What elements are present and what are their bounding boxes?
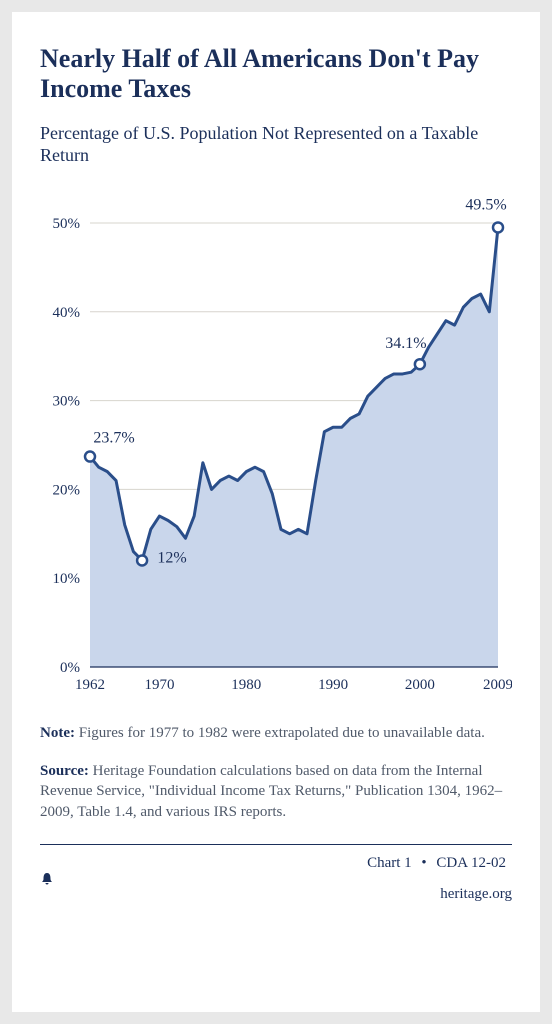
svg-text:2009: 2009 [483, 677, 512, 693]
source-body: Heritage Foundation calculations based o… [40, 763, 502, 820]
svg-text:1970: 1970 [144, 677, 174, 693]
footer-separator: • [421, 855, 426, 871]
liberty-bell-icon [40, 872, 512, 886]
svg-text:49.5%: 49.5% [465, 196, 506, 213]
note-label: Note: [40, 725, 75, 741]
footer-chart-id: Chart 1 [367, 855, 412, 871]
footer-site: heritage.org [440, 886, 512, 902]
chart-container: 0% 10% 20% 30% 40% 50% 1962 1970 1980 1990 2000 200… [40, 177, 512, 697]
svg-text:1990: 1990 [318, 677, 348, 693]
svg-text:1980: 1980 [231, 677, 261, 693]
source-text: Source: Heritage Foundation calculations… [40, 761, 512, 822]
chart-card: Nearly Half of All Americans Don't Pay I… [12, 12, 540, 1012]
svg-text:50%: 50% [53, 216, 81, 232]
source-label: Source: [40, 763, 89, 779]
svg-text:10%: 10% [53, 571, 81, 587]
note-text: Note: Figures for 1977 to 1982 were extr… [40, 723, 512, 743]
footer: Chart 1 • CDA 12-02 heritage.org [40, 855, 512, 903]
svg-text:40%: 40% [53, 305, 81, 321]
svg-text:34.1%: 34.1% [385, 335, 426, 352]
footer-divider [40, 844, 512, 845]
svg-text:30%: 30% [53, 393, 81, 409]
note-body: Figures for 1977 to 1982 were extrapolat… [75, 725, 485, 741]
svg-text:2000: 2000 [405, 677, 435, 693]
svg-text:20%: 20% [53, 482, 81, 498]
svg-text:1962: 1962 [75, 677, 105, 693]
page-title: Nearly Half of All Americans Don't Pay I… [40, 44, 512, 104]
svg-text:0%: 0% [60, 660, 80, 676]
area-line-chart: 0% 10% 20% 30% 40% 50% 1962 1970 1980 1990 2000 200… [40, 177, 512, 697]
footer-doc-id: CDA 12-02 [436, 855, 506, 871]
svg-text:12%: 12% [157, 549, 186, 566]
page-subtitle: Percentage of U.S. Population Not Repres… [40, 122, 512, 167]
svg-text:23.7%: 23.7% [93, 429, 134, 446]
